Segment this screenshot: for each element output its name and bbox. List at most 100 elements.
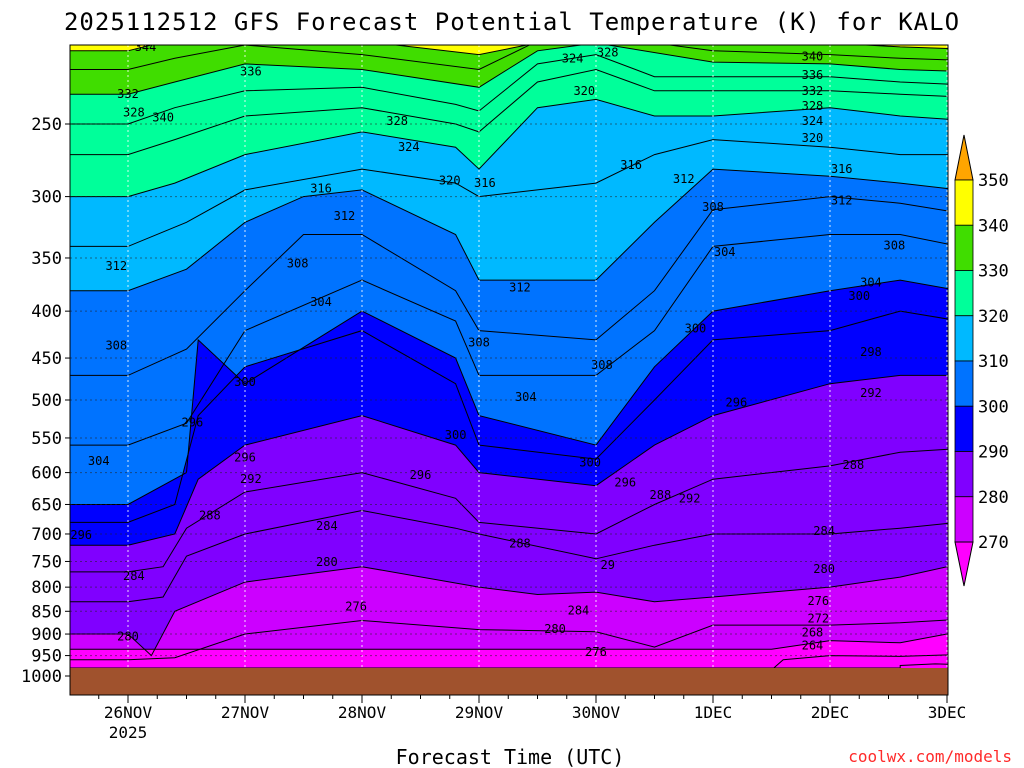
colorbar: 350 340 330 320 310 300 290 280 270 — [954, 134, 1009, 587]
colorbar-swatch — [954, 224, 974, 271]
contour-label-344: 344 — [135, 40, 157, 54]
colorbar-swatch — [954, 496, 974, 543]
contour-label-264: 264 — [802, 638, 824, 652]
contour-label-280: 280 — [117, 629, 139, 643]
contour-label-304: 304 — [88, 454, 110, 468]
contour-label-304: 304 — [310, 295, 332, 309]
contour-label-292: 292 — [679, 491, 701, 505]
ground-surface — [70, 668, 948, 695]
contour-label-304: 304 — [515, 390, 537, 404]
contour-label-324: 324 — [562, 51, 584, 65]
x-year-label: 2025 — [109, 723, 148, 742]
colorbar-tick-label: 340 — [978, 216, 1009, 236]
chart-title: 2025112512 GFS Forecast Potential Temper… — [64, 8, 960, 36]
x-tick-label: 3DEC — [928, 703, 967, 722]
colorbar-swatch — [954, 270, 974, 317]
x-tick-label: 27NOV — [221, 703, 270, 722]
contour-label-296: 296 — [726, 395, 748, 409]
x-tick-label: 28NOV — [338, 703, 387, 722]
contour-label-312: 312 — [334, 209, 356, 223]
contour-label-308: 308 — [105, 338, 127, 352]
contour-label-288: 288 — [509, 537, 531, 551]
isentrope-320 — [70, 98, 948, 198]
isentrope-300 — [70, 279, 948, 505]
contour-label-308: 308 — [884, 238, 906, 252]
contour-label-308: 308 — [468, 336, 490, 350]
y-axis: 250 300 350 400 450 500 550 600 650 700 750 800 850 9… — [21, 115, 70, 687]
x-tick-label: 1DEC — [694, 703, 733, 722]
x-tick-label: 30NOV — [572, 703, 621, 722]
contour-label-304: 304 — [714, 245, 736, 259]
grid-lines — [70, 45, 948, 695]
contour-label-298: 298 — [860, 345, 882, 359]
colorbar-swatch — [954, 405, 974, 452]
y-tick-label: 550 — [31, 429, 62, 449]
contour-label-308: 308 — [702, 200, 724, 214]
y-tick-label: 250 — [31, 115, 62, 135]
isentrope-336 — [70, 45, 948, 71]
contour-label-316: 316 — [620, 158, 642, 172]
contour-label-284: 284 — [123, 569, 145, 583]
isentrope-292 — [70, 374, 948, 546]
colorbar-swatch — [954, 451, 974, 498]
isentrope-288 — [70, 448, 948, 573]
contour-label-288: 288 — [199, 508, 221, 522]
x-tick-label: 26NOV — [104, 703, 153, 722]
contour-label-316: 316 — [310, 182, 332, 196]
y-tick-label: 750 — [31, 552, 62, 572]
y-tick-label: 1000 — [21, 667, 62, 687]
contour-label-284: 284 — [568, 603, 590, 617]
isentrope-272 — [70, 633, 948, 650]
contour-label-300: 300 — [234, 375, 256, 389]
contour-label-304: 304 — [860, 275, 882, 289]
contour-label-340: 340 — [802, 49, 824, 63]
contour-label-296: 296 — [70, 528, 92, 542]
colorbar-tick-label: 290 — [978, 443, 1009, 463]
colorbar-tick-label: 270 — [978, 533, 1009, 553]
contour-label-272: 272 — [807, 612, 829, 626]
y-tick-label: 300 — [31, 188, 62, 208]
y-tick-label: 950 — [31, 647, 62, 667]
contour-label-300: 300 — [445, 428, 467, 442]
y-tick-label: 450 — [31, 349, 62, 369]
contour-label-312: 312 — [831, 194, 853, 208]
colorbar-tick-label: 280 — [978, 488, 1009, 508]
contour-label-328: 328 — [802, 99, 824, 113]
filled-contours — [70, 45, 948, 695]
isentrope-296 — [70, 310, 948, 523]
y-tick-label: 350 — [31, 249, 62, 269]
contour-label-300: 300 — [579, 456, 601, 470]
contour-label-284: 284 — [813, 524, 835, 538]
colorbar-tick-label: 310 — [978, 352, 1009, 372]
contour-label-320: 320 — [573, 84, 595, 98]
colorbar-swatch — [954, 315, 974, 362]
contour-label-268: 268 — [802, 625, 824, 639]
isentrope-280 — [70, 566, 948, 657]
credit-text: coolwx.com/models — [848, 747, 1012, 766]
isentrope-340 — [70, 45, 948, 56]
y-tick-label: 500 — [31, 391, 62, 411]
contour-label-324: 324 — [398, 140, 420, 154]
contour-label-332: 332 — [802, 84, 824, 98]
contour-label-336: 336 — [240, 64, 262, 78]
contour-label-280: 280 — [544, 622, 566, 636]
colorbar-extend-top — [954, 134, 974, 181]
colorbar-tick-label: 320 — [978, 307, 1009, 327]
colorbar-swatch — [954, 179, 974, 226]
x-tick-label: 29NOV — [455, 703, 504, 722]
contour-label-276: 276 — [345, 600, 367, 614]
contour-label-284: 284 — [316, 519, 338, 533]
contour-label-308: 308 — [591, 358, 613, 372]
contour-label-328: 328 — [123, 106, 145, 120]
y-tick-label: 650 — [31, 495, 62, 515]
contour-label-276: 276 — [807, 594, 829, 608]
contour-label-312: 312 — [105, 259, 127, 273]
contour-label-316: 316 — [474, 176, 496, 190]
y-tick-label: 700 — [31, 525, 62, 545]
contour-label-276: 276 — [585, 645, 607, 659]
contour-label-300: 300 — [848, 289, 870, 303]
contour-label-320: 320 — [439, 173, 461, 187]
colorbar-tick-label: 300 — [978, 397, 1009, 417]
